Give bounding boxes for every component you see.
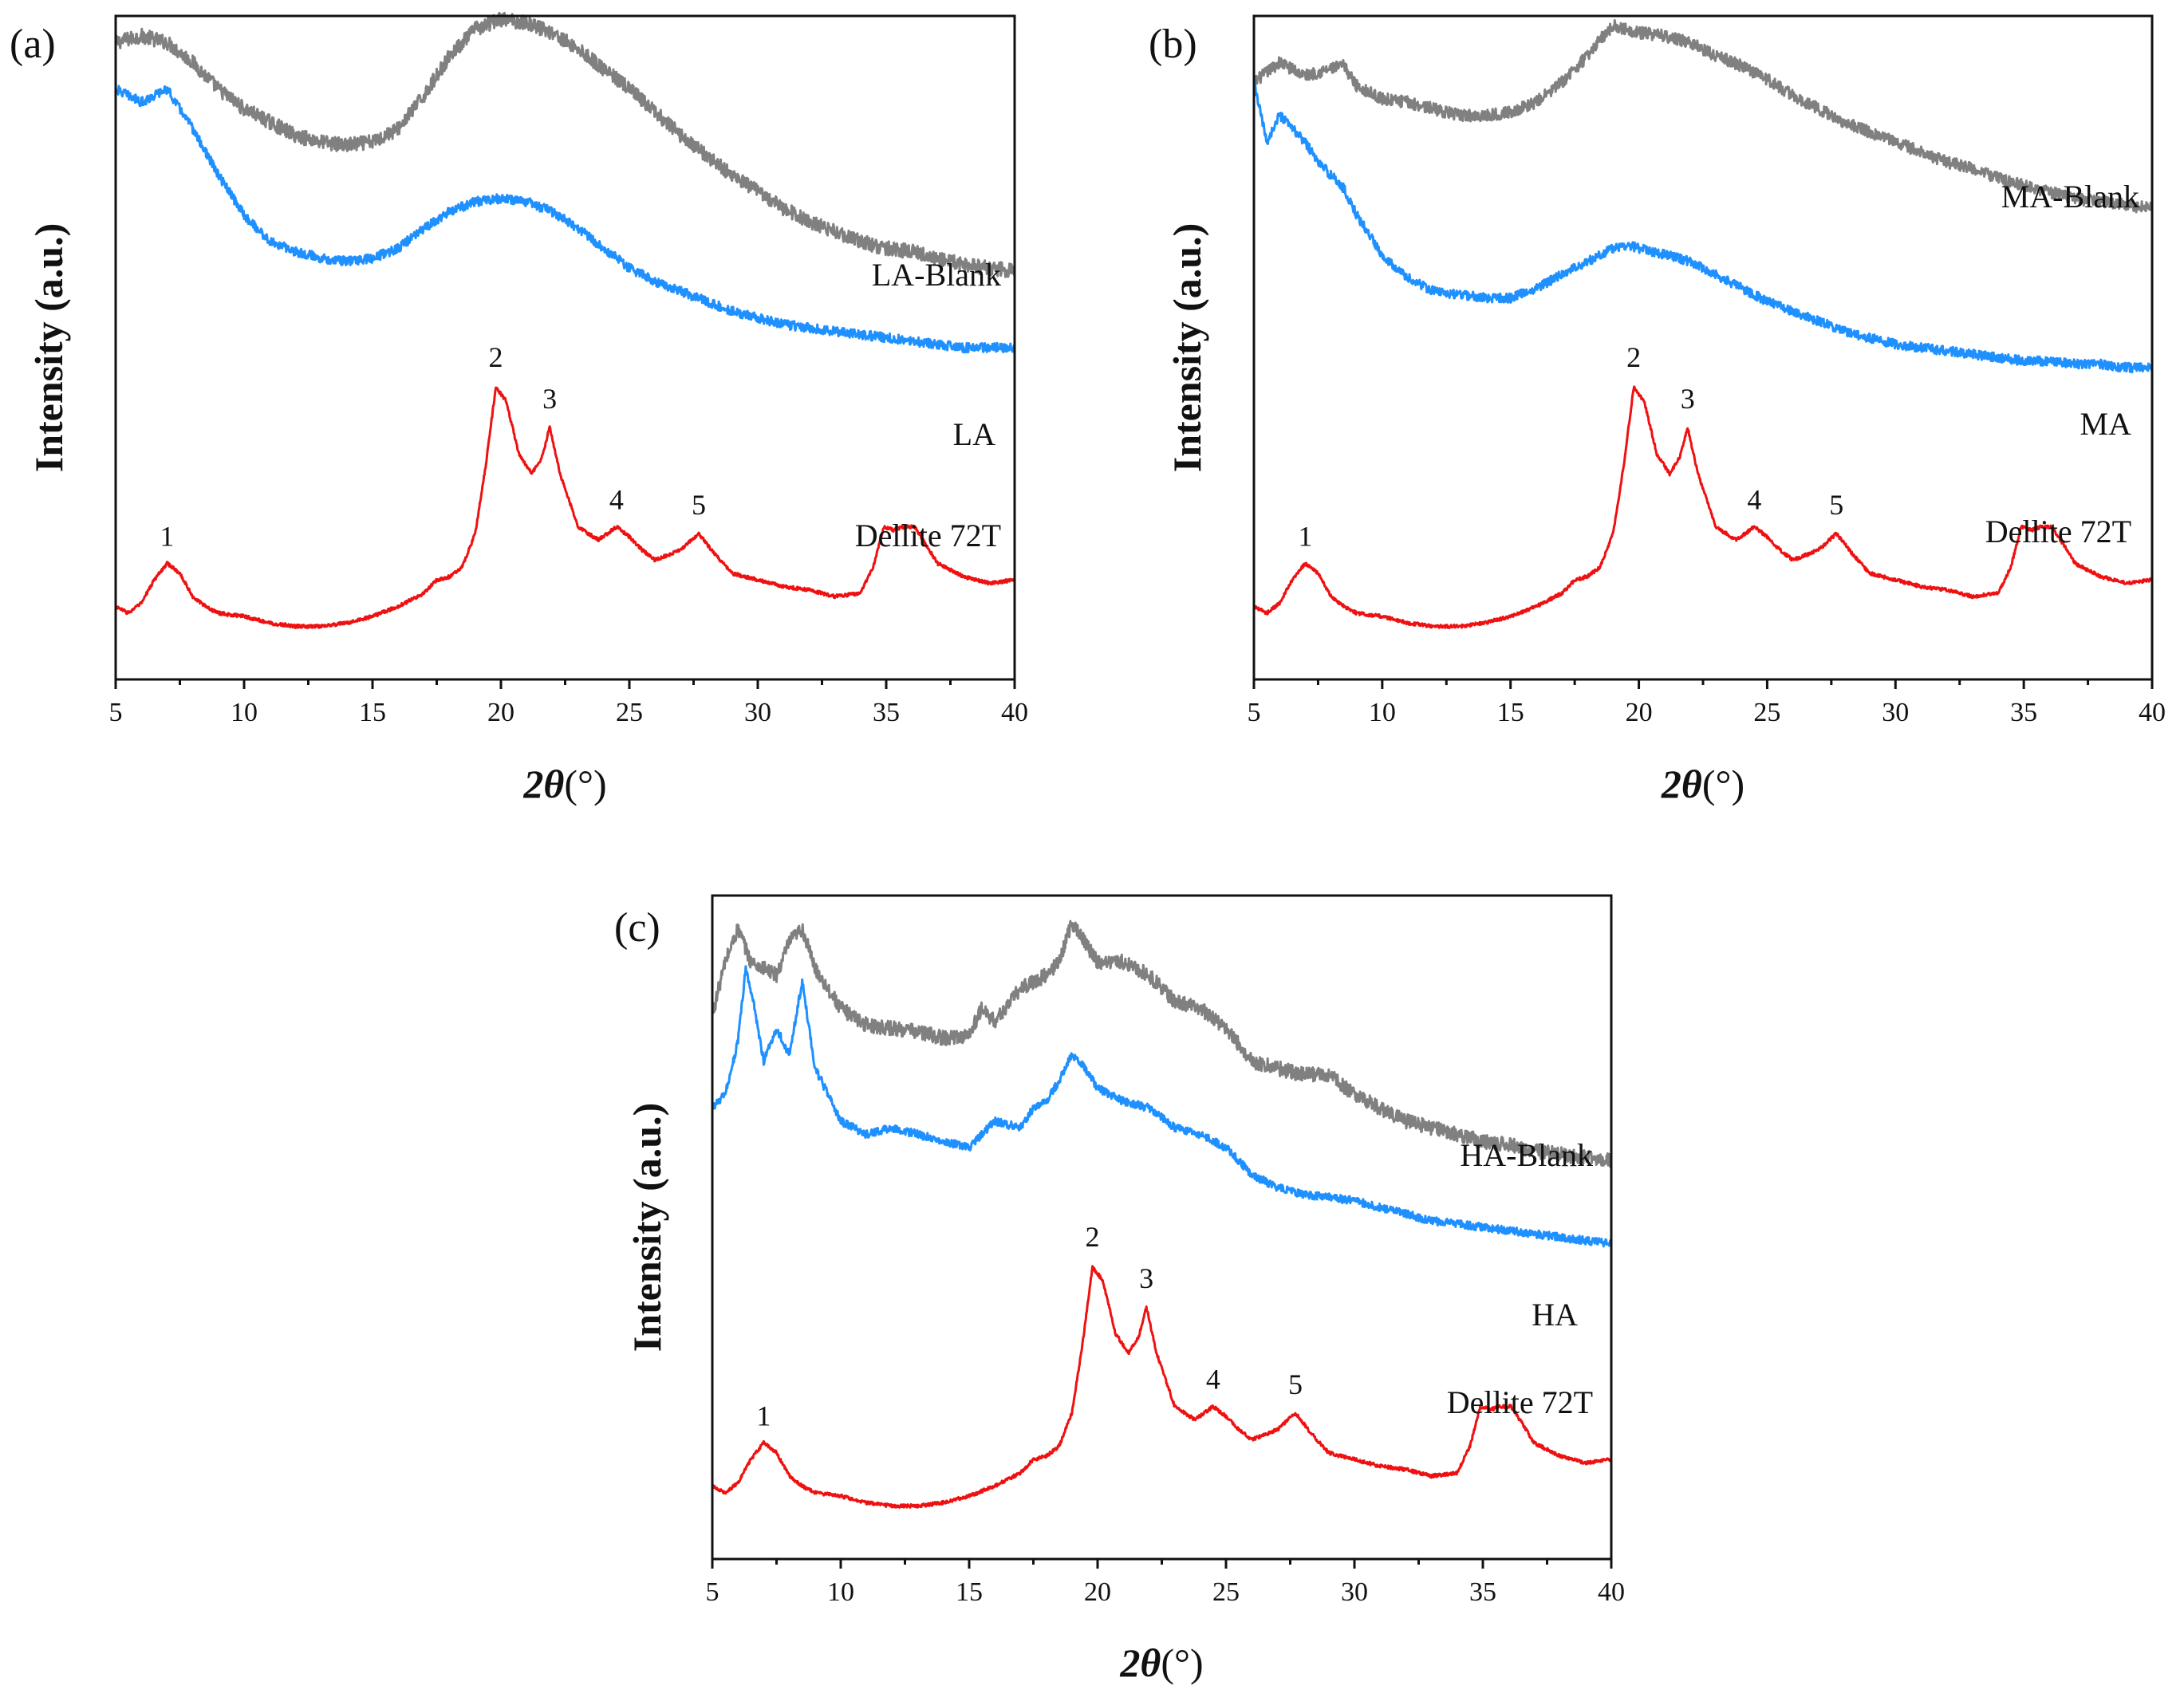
series-label-ma-blank: MA-Blank [2001,179,2139,215]
x-tick-label: 10 [231,698,258,727]
x-axis-title-unit: (°) [1702,762,1744,806]
x-tick-label: 35 [873,698,900,727]
x-axis-title: 2θ(°) [1119,1640,1203,1685]
panel-label: (a) [10,22,56,67]
series-line-ma [1253,79,2154,374]
x-tick-label: 20 [1626,698,1653,727]
panel-label: (b) [1149,22,1197,67]
x-axis-title-symbol: 2θ [1119,1640,1161,1685]
x-tick-label: 25 [1753,698,1780,727]
x-axis-title: 2θ(°) [1661,762,1744,806]
y-axis-title: Intensity (a.u.) [1165,223,1209,473]
series-label-la: LA [953,416,995,452]
panel-label: (c) [614,905,660,951]
series-label-ha-blank: HA-Blank [1460,1137,1593,1173]
series-line-ha-blank [712,919,1613,1168]
x-tick-label: 20 [487,698,514,727]
series-line-dellite-72t [1252,385,2154,629]
x-tick-label: 35 [2010,698,2037,727]
x-tick-label: 30 [744,698,771,727]
x-tick-label: 15 [956,1577,983,1607]
series-line-dellite-72t [114,386,1016,629]
peak-label: 2 [1626,341,1641,373]
peak-label: 5 [692,489,706,521]
peak-label: 2 [1086,1221,1100,1253]
series-label-dellite-72t: Dellite 72T [855,518,1001,553]
peak-label: 5 [1829,489,1843,521]
series-label-dellite-72t: Dellite 72T [1447,1384,1593,1420]
y-axis-title: Intensity (a.u.) [26,223,71,473]
x-tick-label: 10 [1369,698,1396,727]
x-axis-title: 2θ(°) [522,762,606,806]
series-label-ha: HA [1532,1297,1578,1333]
x-tick-label: 5 [1248,698,1261,727]
x-tick-label: 30 [1341,1577,1368,1607]
x-tick-label: 40 [2139,698,2166,727]
x-tick-label: 25 [616,698,643,727]
peak-label: 4 [1747,484,1761,516]
series-label-ma: MA [2080,406,2132,442]
series-line-la [114,85,1016,354]
x-tick-label: 35 [1469,1577,1496,1607]
x-tick-label: 40 [1001,698,1028,727]
peak-label: 1 [1298,520,1312,552]
y-axis-title: Intensity (a.u.) [625,1103,669,1352]
peak-label: 1 [756,1400,771,1431]
x-tick-label: 40 [1598,1577,1625,1607]
series-label-la-blank: LA-Blank [872,257,1001,293]
peak-label: 1 [160,520,174,552]
x-axis-title-unit: (°) [564,762,606,806]
x-tick-label: 15 [1497,698,1524,727]
peak-label: 5 [1288,1368,1303,1400]
x-axis-title-unit: (°) [1161,1640,1203,1685]
peak-label: 2 [489,341,503,373]
peak-label: 3 [1681,383,1695,415]
x-axis-title-symbol: 2θ [1661,762,1702,806]
series-line-ma-blank [1252,19,2154,214]
x-tick-label: 5 [109,698,123,727]
x-tick-label: 5 [706,1577,719,1607]
series-label-dellite-72t: Dellite 72T [1985,514,2131,549]
series-line-la-blank [114,11,1016,278]
x-tick-label: 10 [827,1577,854,1607]
plot-frame [1252,14,2154,681]
x-tick-label: 25 [1212,1577,1240,1607]
series-line-ha [711,965,1613,1248]
peak-label: 4 [1206,1364,1220,1396]
x-tick-label: 20 [1084,1577,1111,1607]
peak-label: 3 [1139,1262,1153,1294]
peak-label: 3 [542,383,557,415]
x-tick-label: 30 [1882,698,1909,727]
x-tick-label: 15 [359,698,386,727]
x-axis-title-symbol: 2θ [522,762,564,806]
peak-label: 4 [609,484,624,516]
series-line-dellite-72t [711,1265,1612,1509]
